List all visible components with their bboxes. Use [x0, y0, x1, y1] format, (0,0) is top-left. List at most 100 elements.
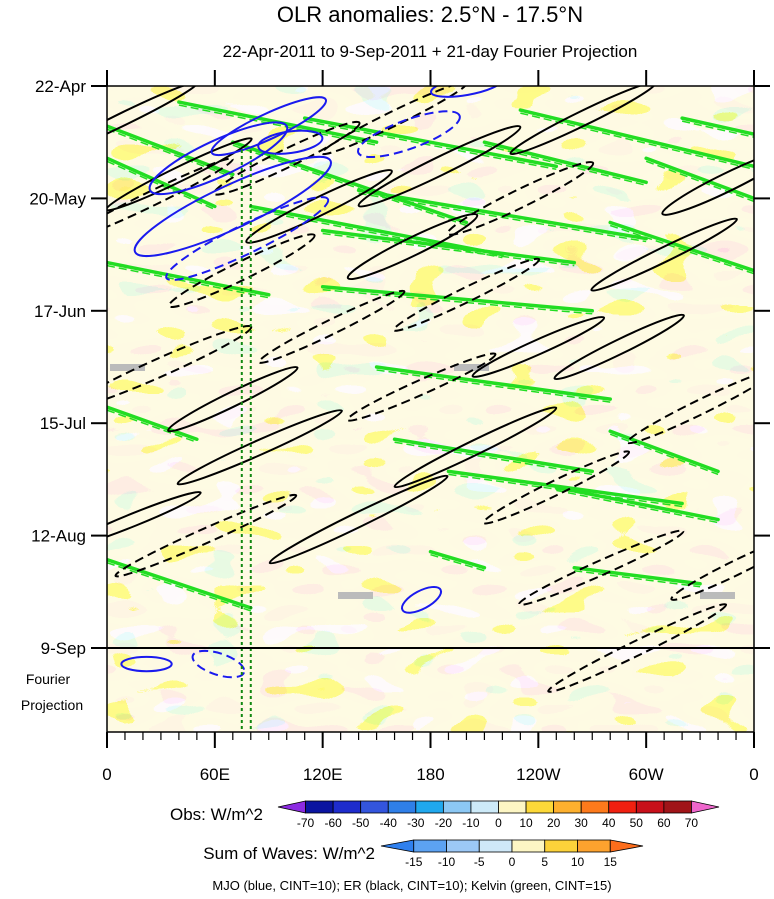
- kelvin-contour: [302, 116, 559, 169]
- kelvin-contour: [376, 369, 611, 403]
- kelvin-contour: [482, 140, 648, 185]
- er-contour: [626, 370, 754, 445]
- colorbar-tick-label: -30: [407, 816, 425, 830]
- er-contour: [661, 148, 754, 216]
- kelvin-contour: [107, 156, 217, 209]
- colorbar-tick-label: -70: [297, 816, 315, 830]
- obs-colorbar: -70 -60 -50 -40 -30 -20 -10 0 10 20 30 40 50 60 70: [277, 800, 720, 830]
- colorbar-tick-label: -20: [435, 816, 453, 830]
- kelvin-contour: [608, 429, 720, 474]
- obs-colorbar-label: Obs: W/m^2: [170, 805, 263, 824]
- waves-colorbar: -15 -10 -5 0 5 10 15: [380, 839, 644, 869]
- y-tick-label: 20-May: [29, 189, 86, 208]
- kelvin-contour: [448, 473, 683, 508]
- missing-mark: [110, 364, 145, 371]
- colorbar-tick-label: -10: [438, 855, 456, 869]
- er-contour: [346, 213, 479, 281]
- kelvin-contour: [107, 557, 253, 610]
- colorbar-swatch: [380, 839, 415, 853]
- er-contour: [268, 474, 449, 565]
- colorbar-tick-label: 70: [685, 816, 699, 830]
- colorbar-swatch: [360, 800, 389, 814]
- kelvin-contour: [644, 156, 754, 201]
- er-contour: [518, 529, 685, 606]
- chart-title: OLR anomalies: 2.5°N - 17.5°N: [277, 2, 583, 27]
- kelvin-contour: [178, 104, 377, 146]
- er-contour: [471, 315, 606, 378]
- colorbar-tick-label: 60: [657, 816, 671, 830]
- er-contour: [257, 289, 406, 364]
- colorbar-swatch: [609, 839, 644, 853]
- mjo-contour: [430, 86, 503, 98]
- kelvin-contour: [394, 441, 593, 476]
- colorbar-tick-label: -10: [462, 816, 480, 830]
- kelvin-contour: [645, 160, 754, 203]
- er-contour: [509, 86, 658, 156]
- er-contour: [167, 233, 316, 309]
- colorbar-tick-label: 20: [547, 816, 561, 830]
- kelvin-contour: [107, 409, 198, 443]
- colorbar-swatch: [413, 839, 447, 853]
- colorbar-swatch: [387, 800, 417, 814]
- er-contour: [107, 137, 253, 212]
- mjo-contours: [120, 86, 503, 679]
- kelvin-contour: [518, 108, 754, 169]
- mjo-contour: [257, 129, 324, 155]
- mjo-contour: [357, 110, 461, 159]
- er-contour: [176, 409, 343, 486]
- kelvin-contour: [572, 565, 702, 586]
- kelvin-contour: [107, 561, 252, 612]
- x-tick-label: 120W: [516, 765, 560, 784]
- kelvin-contour: [232, 144, 467, 227]
- kelvin-contour: [320, 228, 577, 265]
- colorbar-swatch: [498, 800, 527, 814]
- mjo-contour: [120, 655, 173, 673]
- y-tick-label: 9-Sep: [41, 639, 86, 658]
- projection-label-line2: Projection: [21, 697, 83, 713]
- colorbar-tick-label: 50: [630, 816, 644, 830]
- colorbar-tick-label: 40: [602, 816, 616, 830]
- kelvin-contour: [556, 489, 719, 524]
- colorbar-tick-label: 15: [604, 855, 618, 869]
- colorbar-swatch: [470, 800, 499, 814]
- colorbar-swatch: [553, 800, 582, 814]
- colorbar-tick-label: -40: [380, 816, 398, 830]
- x-axis: 0 60E 120E 180 120W 60W 0: [102, 70, 759, 784]
- er-contour: [107, 157, 234, 240]
- colorbar-swatch: [446, 839, 480, 853]
- er-contour: [320, 86, 469, 156]
- y-axis: 22-Apr 20-May 17-Jun 15-Jul 12-Aug 9-Sep: [29, 77, 770, 658]
- kelvin-contour: [250, 208, 503, 259]
- er-contour: [114, 493, 298, 578]
- reference-lines: [240, 150, 252, 732]
- colorbar-tick-label: 10: [519, 816, 533, 830]
- er-contour: [167, 365, 299, 433]
- colorbar-swatch: [332, 800, 362, 814]
- colorbar-swatch: [478, 839, 513, 853]
- kelvin-contour: [107, 264, 269, 299]
- kelvin-contour: [554, 485, 720, 522]
- kelvin-contour: [609, 224, 754, 275]
- waves-colorbar-label: Sum of Waves: W/m^2: [203, 844, 375, 863]
- er-contour: [670, 534, 754, 601]
- kelvin-contour: [392, 437, 594, 474]
- colorbar-swatch: [691, 800, 720, 814]
- chart-subtitle: 22-Apr-2011 to 9-Sep-2011 + 21-day Fouri…: [223, 42, 638, 61]
- y-tick-label: 15-Jul: [40, 414, 86, 433]
- colorbar-swatch: [663, 800, 692, 814]
- mjo-contour: [165, 196, 330, 282]
- colorbar-tick-label: 0: [495, 816, 502, 830]
- kelvin-contour: [356, 188, 648, 241]
- kelvin-contour: [681, 120, 754, 138]
- kelvin-contour: [107, 128, 234, 179]
- x-tick-label: 60W: [629, 765, 664, 784]
- er-contour: [446, 161, 595, 236]
- colorbar-tick-label: -5: [474, 855, 485, 869]
- missing-data-marks: [110, 364, 735, 599]
- er-contour: [547, 603, 728, 693]
- chart-footer: MJO (blue, CINT=10); ER (black, CINT=10)…: [212, 878, 611, 893]
- colorbar-tick-label: 10: [571, 855, 585, 869]
- colorbar-swatch: [635, 800, 665, 814]
- er-contour: [590, 217, 738, 292]
- x-tick-label: 0: [102, 765, 111, 784]
